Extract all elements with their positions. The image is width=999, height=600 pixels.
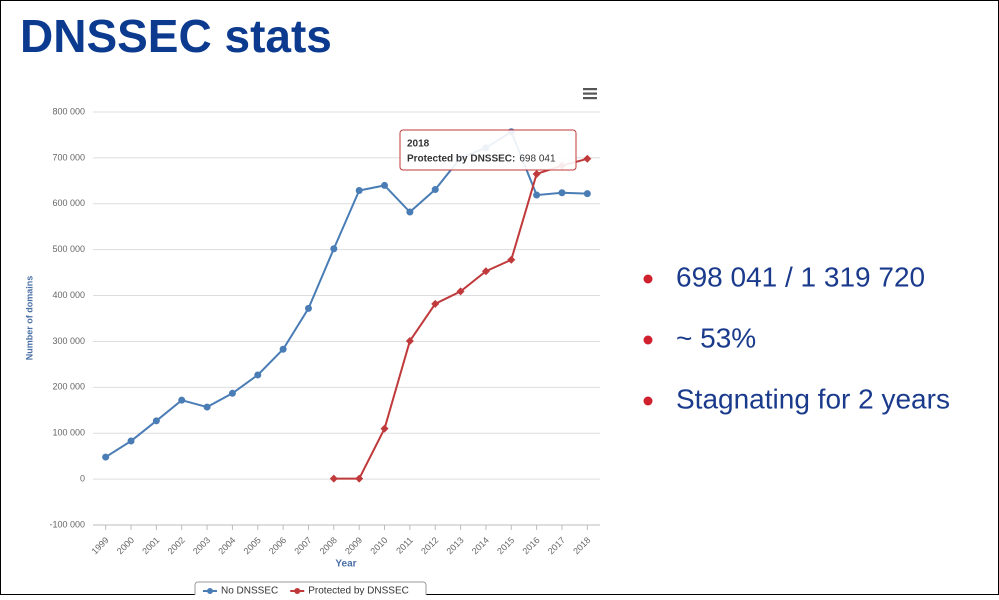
point <box>355 474 364 483</box>
point <box>381 181 389 189</box>
y-tick-label: -100 000 <box>49 519 85 529</box>
y-tick-label: 600 000 <box>52 198 85 208</box>
y-tick-label: 300 000 <box>52 336 85 346</box>
point <box>228 389 236 397</box>
y-tick-label: 100 000 <box>52 428 85 438</box>
point <box>532 169 541 178</box>
point <box>583 154 592 163</box>
point <box>329 474 338 483</box>
point <box>355 186 363 194</box>
point <box>481 267 490 276</box>
slide-title: DNSSEC stats <box>20 10 332 62</box>
point <box>507 255 516 264</box>
bullet-text: Stagnating for 2 years <box>676 383 950 414</box>
point <box>431 299 440 308</box>
tooltip-title: 2018 <box>407 139 430 150</box>
point <box>405 336 414 345</box>
bullet-text: ~ 53% <box>676 322 756 353</box>
point <box>152 417 160 425</box>
y-tick-label: 200 000 <box>52 382 85 392</box>
point <box>558 189 566 197</box>
point <box>431 186 439 194</box>
y-tick-label: 400 000 <box>52 290 85 300</box>
bullet-dot <box>643 335 653 345</box>
y-axis-title: Number of domains <box>24 276 34 361</box>
bullet-dot <box>643 274 653 284</box>
legend: No DNSSEC Protected by DNSSEC <box>194 581 427 600</box>
legend-marker <box>294 588 301 594</box>
bullets: 698 041 / 1 319 720 ~ 53% Stagnating for 2… <box>643 261 950 414</box>
tooltip-box <box>399 129 577 171</box>
point <box>533 191 541 199</box>
point <box>203 403 211 411</box>
legend-label: No DNSSEC <box>221 586 278 595</box>
point <box>279 345 287 353</box>
menu-icon[interactable] <box>583 88 597 100</box>
x-axis-title: Year <box>335 559 356 570</box>
tooltip-series: Protected by DNSSEC: <box>407 154 515 165</box>
y-tick-label: 500 000 <box>52 244 85 254</box>
bullet-text: 698 041 / 1 319 720 <box>676 261 925 292</box>
tooltip: 2018 Protected by DNSSEC: 698 041 <box>399 129 577 171</box>
point <box>178 396 186 404</box>
point <box>456 287 465 296</box>
point <box>102 453 110 461</box>
legend-label: Protected by DNSSEC <box>308 586 409 595</box>
y-tick-label: 800 000 <box>52 106 85 116</box>
point <box>330 245 338 253</box>
point <box>254 371 262 379</box>
y-tick-label: 700 000 <box>52 152 85 162</box>
tooltip-value: 698 041 <box>519 154 556 165</box>
point <box>304 304 312 312</box>
point <box>127 437 135 445</box>
point <box>583 190 591 198</box>
point <box>380 424 389 433</box>
point <box>406 208 414 216</box>
legend-marker <box>207 588 213 594</box>
bullet-dot <box>643 396 653 406</box>
y-tick-label: 0 <box>80 473 85 483</box>
